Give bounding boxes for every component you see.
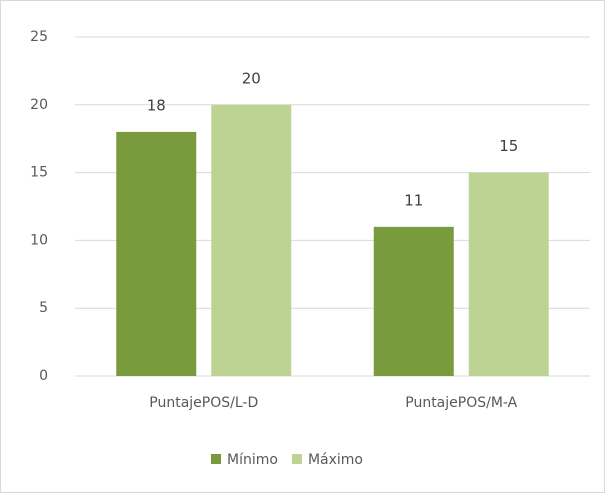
data-label: 18 bbox=[147, 96, 166, 114]
data-label: 20 bbox=[242, 69, 261, 87]
bar bbox=[116, 131, 197, 376]
y-tick-label: 25 bbox=[30, 29, 48, 45]
y-tick-label: 15 bbox=[30, 165, 48, 181]
y-tick-label: 5 bbox=[39, 300, 48, 316]
data-label: 15 bbox=[499, 137, 518, 155]
x-tick-label: PuntajePOS/M-A bbox=[405, 395, 517, 411]
x-tick-label: PuntajePOS/L-D bbox=[149, 395, 258, 411]
legend-swatch bbox=[291, 454, 302, 464]
y-tick-label: 20 bbox=[30, 97, 48, 113]
bar bbox=[211, 104, 292, 377]
data-label: 11 bbox=[404, 191, 423, 209]
y-tick-label: 0 bbox=[39, 368, 48, 384]
legend-label: Mínimo bbox=[227, 452, 278, 468]
bar bbox=[373, 226, 454, 376]
bar bbox=[468, 172, 549, 376]
legend-swatch bbox=[211, 454, 221, 464]
legend-label: Máximo bbox=[308, 452, 363, 468]
y-tick-label: 10 bbox=[30, 232, 48, 248]
